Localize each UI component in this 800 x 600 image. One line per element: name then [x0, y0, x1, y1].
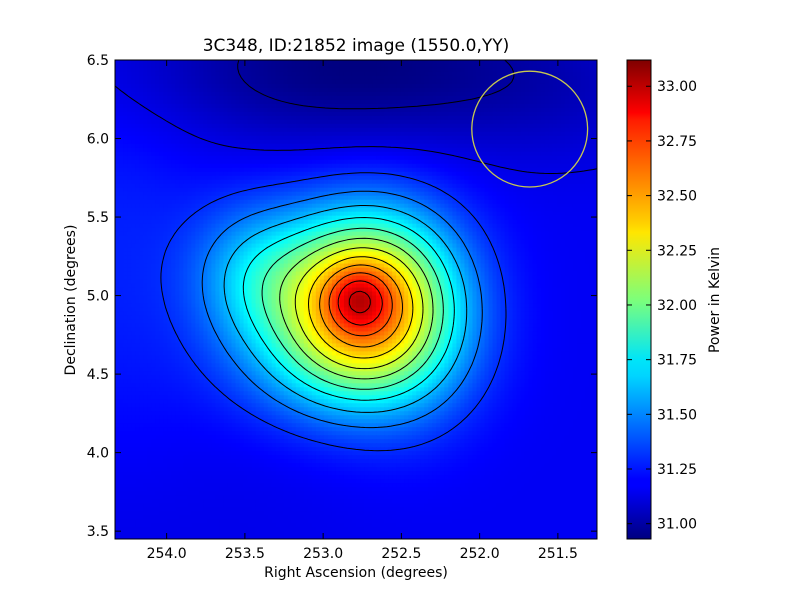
x-tick-label: 254.0 [147, 546, 187, 562]
contour-lines [115, 60, 597, 452]
y-tick-label: 5.0 [87, 289, 109, 305]
x-tick-label: 252.0 [460, 546, 500, 562]
contour-line [279, 237, 434, 380]
colorbar-tick-label: 32.50 [657, 189, 697, 205]
contour-line [294, 247, 424, 370]
heatmap-image [115, 60, 597, 539]
colorbar-label: Power in Kelvin [707, 247, 723, 353]
y-tick-label: 6.0 [87, 132, 109, 148]
chart-title: 3C348, ID:21852 image (1550.0,YY) [203, 36, 510, 56]
x-axis-label: Right Ascension (degrees) [264, 565, 448, 581]
colorbar-tick-label: 32.25 [657, 243, 697, 259]
contour-line [160, 172, 507, 452]
x-tick-label: 252.5 [381, 546, 421, 562]
colorbar-bar [626, 59, 652, 540]
contour-line [328, 272, 393, 337]
colorbar-tick-label: 31.50 [657, 407, 697, 423]
y-axis: 3.5 4.0 4.5 5.0 5.5 6.0 6.5 [87, 53, 597, 540]
colorbar-tick-label: 32.75 [657, 134, 697, 150]
x-tick-label: 251.5 [538, 546, 578, 562]
x-tick-label: 253.5 [225, 546, 265, 562]
colorbar-ticks: 31.00 31.25 31.50 31.75 32.00 32.25 32.50 32.75… [627, 79, 697, 533]
contour-line [261, 227, 444, 390]
plot-frame [114, 59, 598, 540]
contour-line [319, 264, 403, 348]
y-axis-label: Declination (degrees) [63, 225, 79, 376]
plot-area [114, 59, 598, 540]
contour-line [237, 60, 515, 110]
colorbar-tick-label: 31.75 [657, 353, 697, 369]
colorbar: 31.00 31.25 31.50 31.75 32.00 32.25 32.50 32.75… [626, 59, 723, 540]
x-axis: 254.0 253.5 253.0 252.5 252.0 251.5 [147, 60, 578, 562]
y-tick-label: 6.5 [87, 53, 109, 69]
y-tick-label: 3.5 [87, 524, 109, 540]
contour-line [308, 256, 414, 359]
y-tick-label: 4.0 [87, 446, 109, 462]
y-tick-label: 4.5 [87, 367, 109, 383]
colorbar-tick-label: 32.00 [657, 298, 697, 314]
contour-line [337, 280, 383, 326]
contour-line [242, 217, 455, 401]
beam-marker [471, 70, 589, 188]
colorbar-tick-label: 31.25 [657, 462, 697, 478]
colorbar-tick-label: 33.00 [657, 79, 697, 95]
colorbar-tick-label: 31.00 [657, 517, 697, 533]
x-tick-label: 253.0 [303, 546, 343, 562]
contour-line [223, 205, 468, 413]
contour-line [201, 190, 483, 429]
contour-line [348, 290, 371, 314]
y-tick-label: 5.5 [87, 210, 109, 226]
